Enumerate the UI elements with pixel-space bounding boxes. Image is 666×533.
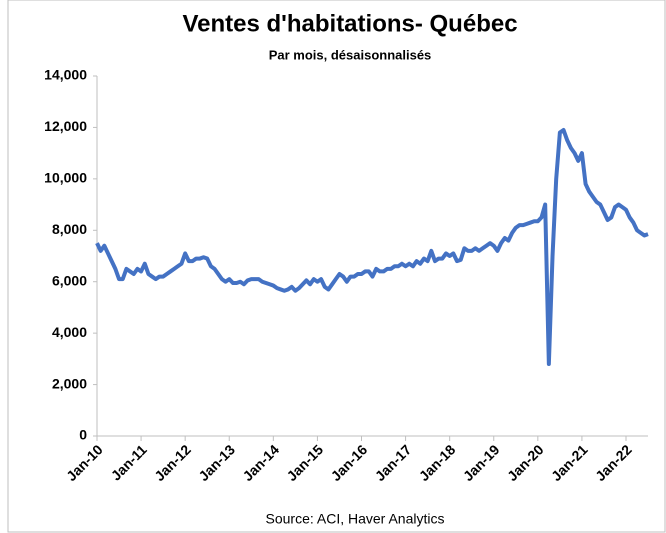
source-note: Source: ACI, Haver Analytics [266,511,445,527]
y-tick-label: 0 [79,427,87,443]
y-tick-label: 6,000 [52,272,87,288]
y-tick-label: 8,000 [52,221,87,237]
y-tick-label: 4,000 [52,324,87,340]
y-tick-label: 10,000 [44,170,87,186]
chart-frame [7,0,666,533]
chart-title: Ventes d'habitations- Québec [182,10,517,37]
y-tick-label: 12,000 [44,118,87,134]
data-line [95,128,649,366]
y-tick-label: 2,000 [52,375,87,391]
y-tick-label: 14,000 [44,67,87,83]
chart-subtitle: Par mois, désaisonnalisés [269,47,432,62]
